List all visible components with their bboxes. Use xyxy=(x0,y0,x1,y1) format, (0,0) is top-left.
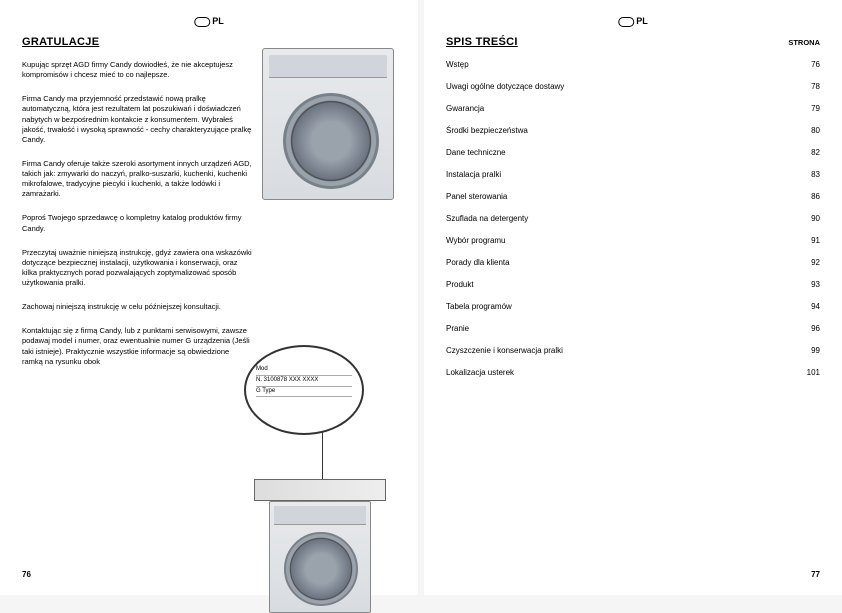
toc-row: Wstęp 76 xyxy=(446,60,820,69)
washing-machine-small-illustration xyxy=(269,501,371,613)
toc-page: 92 xyxy=(811,258,820,267)
callout-line xyxy=(322,431,323,481)
toc-page: 93 xyxy=(811,280,820,289)
toc-label: Środki bezpieczeństwa xyxy=(446,126,528,135)
toc-page: 80 xyxy=(811,126,820,135)
toc-row: Czyszczenie i konserwacja pralki 99 xyxy=(446,346,820,355)
toc-page: 82 xyxy=(811,148,820,157)
label-line: Mod xyxy=(256,365,352,376)
toc-page: 83 xyxy=(811,170,820,179)
page-title: SPIS TREŚCI xyxy=(446,36,518,48)
toc-page: 99 xyxy=(811,346,820,355)
paragraph: Zachowaj niniejszą instrukcję w celu póź… xyxy=(22,302,252,312)
toc-page: 94 xyxy=(811,302,820,311)
toc-page: 79 xyxy=(811,104,820,113)
toc-row: Lokalizacja usterek 101 xyxy=(446,368,820,377)
toc-label: Panel sterowania xyxy=(446,192,507,201)
toc-page: 96 xyxy=(811,324,820,333)
toc-row: Panel sterowania 86 xyxy=(446,192,820,201)
paragraph: Firma Candy ma przyjemność przedstawić n… xyxy=(22,94,252,145)
toc-label: Dane techniczne xyxy=(446,148,506,157)
toc-header: SPIS TREŚCI STRONA xyxy=(446,36,820,48)
manual-page-right: PL SPIS TREŚCI STRONA Wstęp 76 Uwagi ogóln… xyxy=(424,0,842,595)
toc-label: Gwarancja xyxy=(446,104,484,113)
label-line: N. 3100878 XXX XXXX xyxy=(256,376,352,387)
manual-page-left: PL GRATULACJE Kupując sprzęt AGD firmy C… xyxy=(0,0,418,595)
toc-row: Środki bezpieczeństwa 80 xyxy=(446,126,820,135)
paragraph: Firma Candy oferuje także szeroki asorty… xyxy=(22,159,252,200)
page-number: 77 xyxy=(811,570,820,579)
toc-row: Dane techniczne 82 xyxy=(446,148,820,157)
toc-label: Uwagi ogólne dotyczące dostawy xyxy=(446,82,564,91)
toc-label: Lokalizacja usterek xyxy=(446,368,514,377)
toc-row: Gwarancja 79 xyxy=(446,104,820,113)
toc-label: Czyszczenie i konserwacja pralki xyxy=(446,346,563,355)
toc-row: Pranie 96 xyxy=(446,324,820,333)
toc-row: Porady dla klienta 92 xyxy=(446,258,820,267)
rating-plate-zoom: Mod N. 3100878 XXX XXXX G Type xyxy=(244,345,364,435)
language-badge: PL xyxy=(618,16,648,27)
toc-page: 86 xyxy=(811,192,820,201)
toc-row: Instalacja pralki 83 xyxy=(446,170,820,179)
toc-label: Produkt xyxy=(446,280,474,289)
toc-page: 90 xyxy=(811,214,820,223)
toc-label: Tabela programów xyxy=(446,302,512,311)
page-title: GRATULACJE xyxy=(22,36,252,48)
toc-row: Wybór programu 91 xyxy=(446,236,820,245)
toc-row: Szuflada na detergenty 90 xyxy=(446,214,820,223)
label-line: G Type xyxy=(256,387,352,398)
toc-label: Porady dla klienta xyxy=(446,258,510,267)
table-of-contents: Wstęp 76 Uwagi ogólne dotyczące dostawy 78 G… xyxy=(446,60,820,377)
left-text-column: GRATULACJE Kupując sprzęt AGD firmy Cand… xyxy=(22,36,252,367)
toc-row: Uwagi ogólne dotyczące dostawy 78 xyxy=(446,82,820,91)
rating-plate-detail: Mod N. 3100878 XXX XXXX G Type xyxy=(244,345,394,555)
toc-page: 78 xyxy=(811,82,820,91)
worktop-illustration xyxy=(254,479,386,501)
toc-row: Tabela programów 94 xyxy=(446,302,820,311)
paragraph: Kontaktując się z firmą Candy, lub z pun… xyxy=(22,326,252,367)
paragraph: Poproś Twojego sprzedawcę o kompletny ka… xyxy=(22,213,252,233)
paragraph: Kupując sprzęt AGD firmy Candy dowiodłeś… xyxy=(22,60,252,80)
toc-row: Produkt 93 xyxy=(446,280,820,289)
language-badge: PL xyxy=(194,16,224,27)
toc-label: Instalacja pralki xyxy=(446,170,501,179)
washing-machine-illustration xyxy=(262,48,394,200)
page-number: 76 xyxy=(22,570,31,579)
toc-label: Wstęp xyxy=(446,60,469,69)
toc-label: Szuflada na detergenty xyxy=(446,214,528,223)
column-header-page: STRONA xyxy=(788,38,820,47)
toc-page: 76 xyxy=(811,60,820,69)
toc-label: Pranie xyxy=(446,324,469,333)
toc-page: 101 xyxy=(807,368,820,377)
toc-page: 91 xyxy=(811,236,820,245)
paragraph: Przeczytaj uważnie niniejszą instrukcję,… xyxy=(22,248,252,289)
toc-label: Wybór programu xyxy=(446,236,506,245)
